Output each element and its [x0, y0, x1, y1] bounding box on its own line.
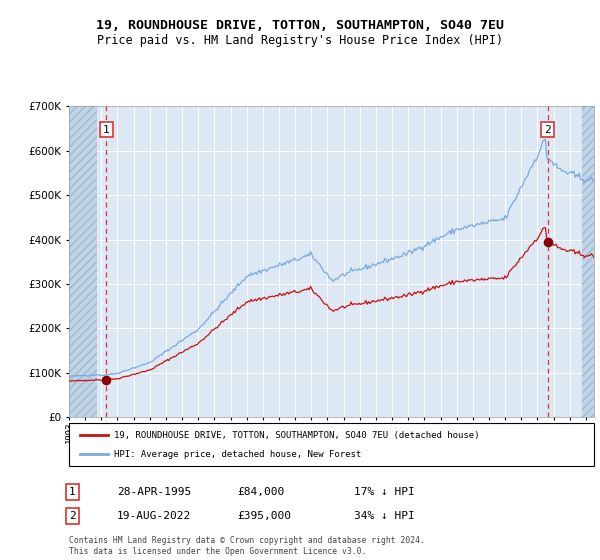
- Polygon shape: [582, 106, 594, 417]
- Text: 1: 1: [103, 125, 110, 135]
- Text: 19, ROUNDHOUSE DRIVE, TOTTON, SOUTHAMPTON, SO40 7EU: 19, ROUNDHOUSE DRIVE, TOTTON, SOUTHAMPTO…: [96, 18, 504, 32]
- Text: HPI: Average price, detached house, New Forest: HPI: Average price, detached house, New …: [114, 450, 361, 459]
- Text: 19, ROUNDHOUSE DRIVE, TOTTON, SOUTHAMPTON, SO40 7EU (detached house): 19, ROUNDHOUSE DRIVE, TOTTON, SOUTHAMPTO…: [114, 431, 479, 440]
- Text: 34% ↓ HPI: 34% ↓ HPI: [354, 511, 415, 521]
- Text: 1: 1: [69, 487, 76, 497]
- Text: Price paid vs. HM Land Registry's House Price Index (HPI): Price paid vs. HM Land Registry's House …: [97, 34, 503, 48]
- Text: Contains HM Land Registry data © Crown copyright and database right 2024.
This d: Contains HM Land Registry data © Crown c…: [69, 536, 425, 556]
- Text: 2: 2: [544, 125, 551, 135]
- Point: [101, 375, 111, 384]
- Polygon shape: [69, 106, 97, 417]
- Point: [543, 237, 553, 246]
- Text: 28-APR-1995: 28-APR-1995: [117, 487, 191, 497]
- Text: 2: 2: [69, 511, 76, 521]
- Text: 19-AUG-2022: 19-AUG-2022: [117, 511, 191, 521]
- Text: £84,000: £84,000: [237, 487, 284, 497]
- Text: £395,000: £395,000: [237, 511, 291, 521]
- Text: 17% ↓ HPI: 17% ↓ HPI: [354, 487, 415, 497]
